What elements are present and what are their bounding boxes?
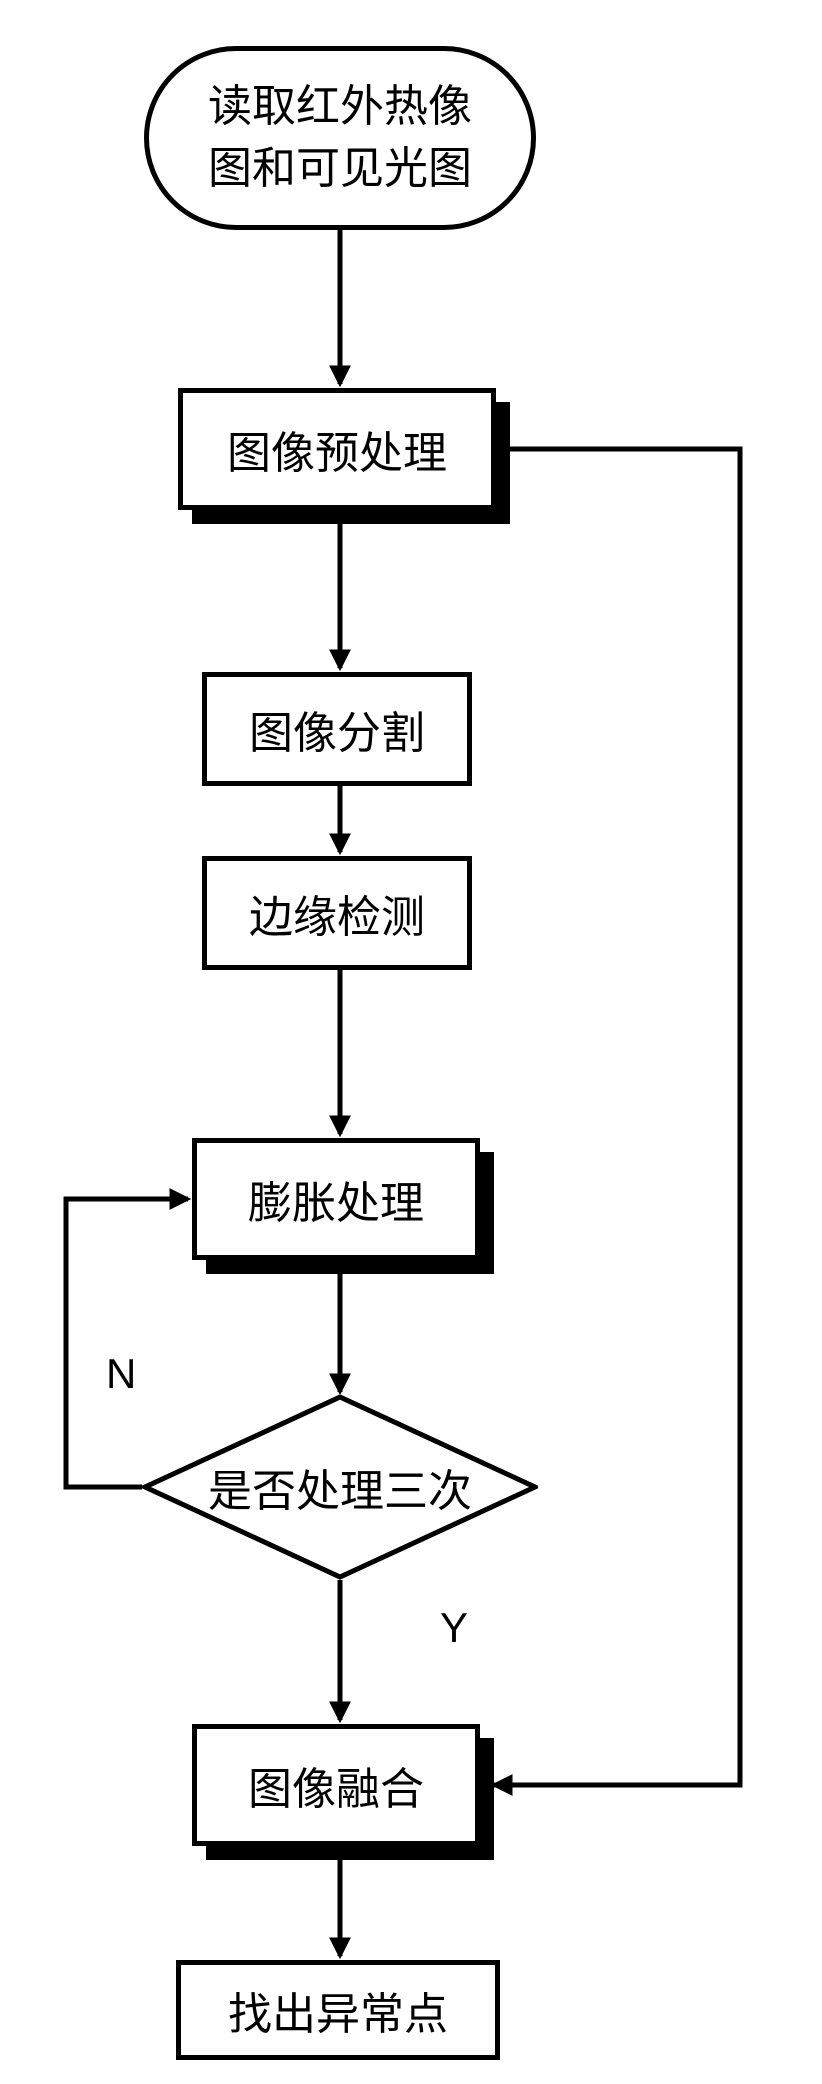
process-anomaly-text: 找出异常点 xyxy=(228,1978,448,2042)
process-dilate-text: 膨胀处理 xyxy=(248,1167,424,1231)
process-fusion: 图像融合 xyxy=(192,1724,480,1846)
terminator-start: 读取红外热像图和可见光图 xyxy=(144,46,536,230)
process-fusion-text: 图像融合 xyxy=(248,1753,424,1817)
edge-preprocess-to-fusion xyxy=(494,449,740,1785)
label-no-text: N xyxy=(106,1350,136,1397)
decision-three-times: 是否处理三次 xyxy=(142,1394,538,1580)
process-anomaly: 找出异常点 xyxy=(176,1960,500,2060)
label-yes: Y xyxy=(440,1604,468,1652)
process-segment-text: 图像分割 xyxy=(249,697,425,761)
process-edge-detect: 边缘检测 xyxy=(202,856,472,970)
label-yes-text: Y xyxy=(440,1604,468,1651)
decision-text: 是否处理三次 xyxy=(208,1455,472,1519)
label-no: N xyxy=(106,1350,136,1398)
process-segment: 图像分割 xyxy=(202,672,472,786)
process-dilate: 膨胀处理 xyxy=(192,1138,480,1260)
process-preprocess-text: 图像预处理 xyxy=(227,417,447,481)
terminator-start-text: 读取红外热像图和可见光图 xyxy=(208,76,472,200)
process-edge-detect-text: 边缘检测 xyxy=(249,881,425,945)
process-preprocess: 图像预处理 xyxy=(178,388,496,510)
